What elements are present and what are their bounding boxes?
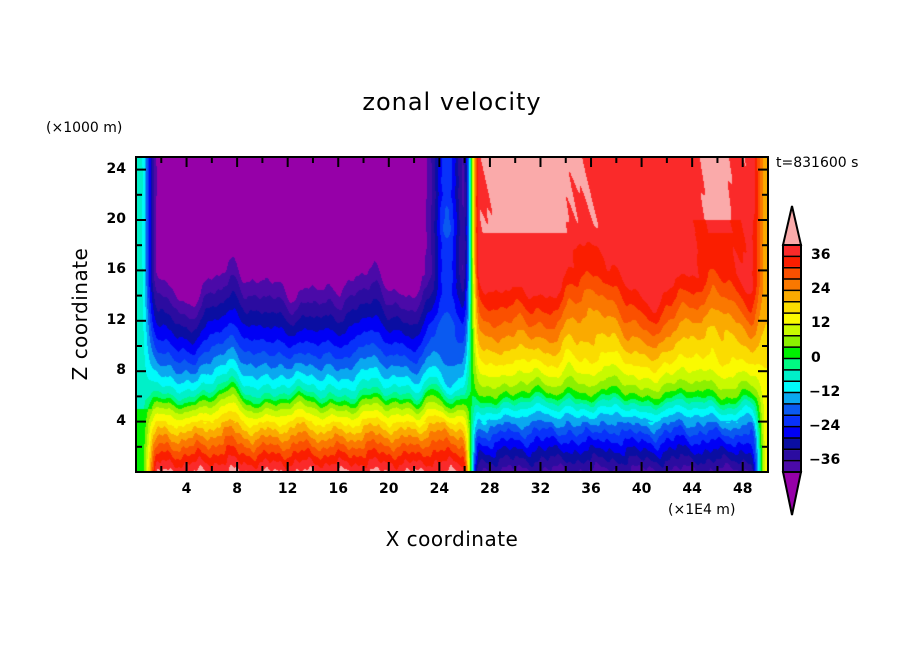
x-tick-label: 4	[181, 481, 192, 497]
colorbar-label: 36	[811, 247, 831, 264]
x-tick-label: 28	[480, 481, 500, 497]
colorbar-label: 12	[811, 315, 831, 332]
x-tick-label: 20	[379, 481, 399, 497]
x-tick-label: 40	[631, 481, 652, 497]
colorbar-under-triangle	[781, 471, 803, 516]
x-tick-label: 36	[581, 481, 601, 497]
contour-field	[136, 157, 768, 472]
y-tick-label: 24	[106, 160, 126, 177]
time-annotation: t=831600 s	[776, 155, 859, 171]
y-tick-label: 16	[106, 261, 126, 278]
y-tick-label: 4	[116, 412, 126, 429]
colorbar-label: −36	[809, 451, 841, 468]
y-tick-label: 8	[116, 362, 126, 379]
colorbar-label: −12	[809, 383, 841, 400]
colorbar-label: 24	[811, 281, 831, 298]
colorbar-label: 0	[811, 349, 821, 366]
chart-title: zonal velocity	[362, 88, 542, 116]
x-axis-units: (×1E4 m)	[668, 502, 736, 518]
x-tick-label: 44	[682, 481, 702, 497]
x-tick-label: 8	[232, 481, 242, 497]
y-tick-label: 12	[106, 311, 126, 328]
colorbar-label: −24	[809, 417, 841, 434]
x-tick-label: 32	[530, 481, 551, 497]
y-axis-label: Z coordinate	[68, 247, 92, 381]
x-axis-label-text: X coordinate	[385, 527, 519, 551]
x-tick-label: 12	[277, 481, 298, 497]
x-axis-label: X coordinate	[0, 527, 904, 551]
y-tick-label: 20	[106, 211, 126, 227]
x-tick-label: 16	[328, 481, 348, 497]
x-tick-label: 48	[732, 481, 753, 497]
y-axis-units: (×1000 m)	[46, 120, 123, 136]
plot-frame	[135, 156, 769, 473]
x-tick-label: 24	[429, 481, 450, 497]
colorbar-over-triangle	[781, 205, 803, 246]
